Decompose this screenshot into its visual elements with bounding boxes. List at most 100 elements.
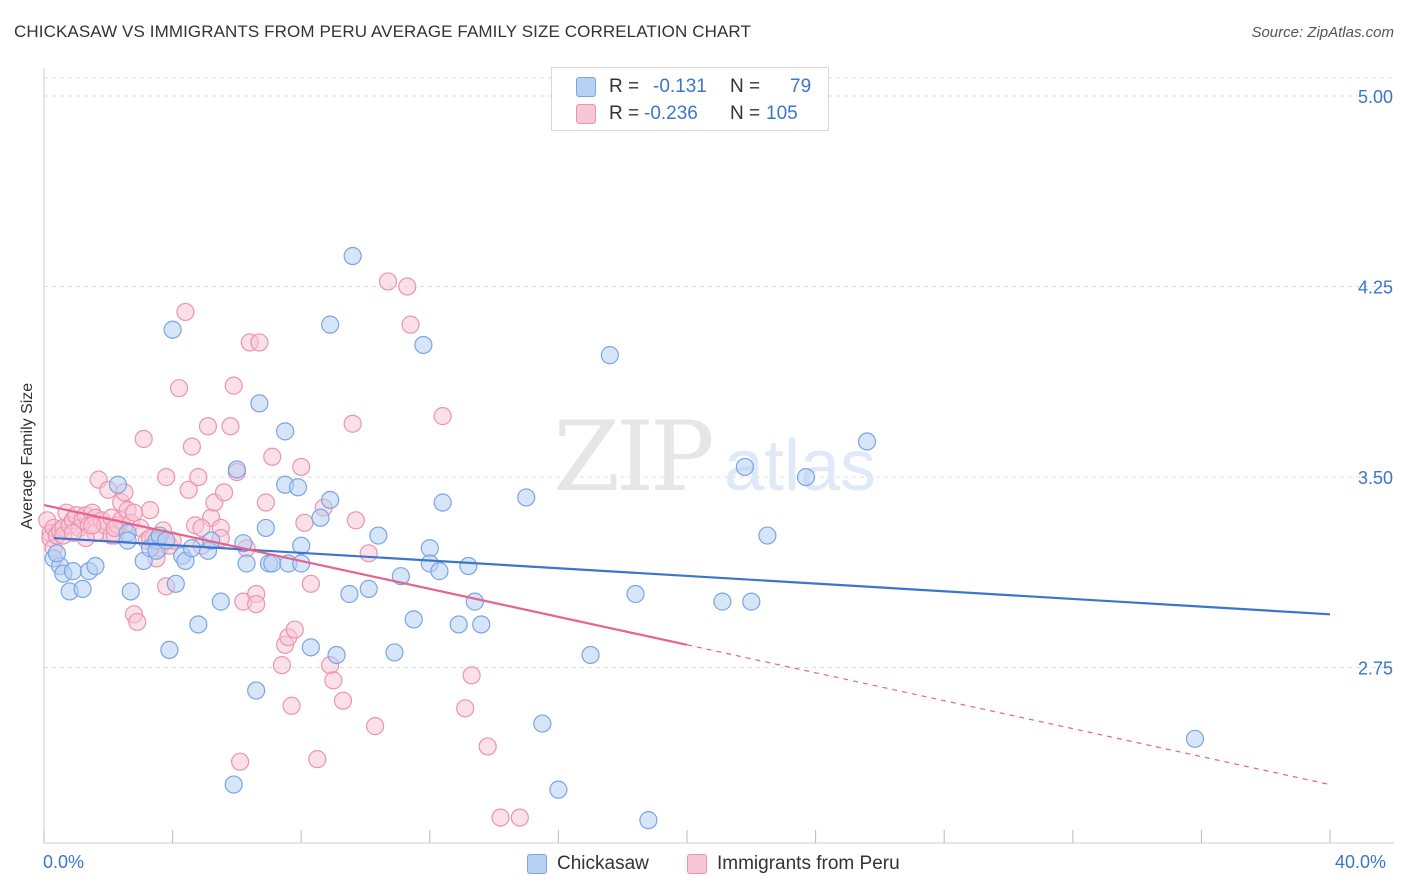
trend-line-peru — [43, 503, 688, 646]
point-peru — [401, 315, 420, 334]
point-chickasaw — [796, 467, 816, 487]
point-chickasaw — [857, 432, 877, 451]
bottom-legend-swatch-blue — [527, 854, 547, 874]
bottom-legend-peru: Immigrants from Peru — [687, 852, 900, 876]
point-peru — [250, 333, 269, 352]
point-peru — [224, 376, 243, 395]
chart-title: CHICKASAW VS IMMIGRANTS FROM PERU AVERAG… — [14, 22, 751, 41]
point-peru — [179, 480, 198, 499]
point-peru — [124, 503, 144, 522]
point-peru — [192, 518, 211, 538]
y-tick-label: 2.75 — [1358, 659, 1393, 679]
y-tick-labels: 2.75 3.50 4.25 5.00 — [1358, 87, 1393, 679]
point-peru — [263, 447, 282, 466]
point-chickasaw — [758, 526, 777, 545]
point-chickasaw — [224, 775, 243, 794]
point-chickasaw — [459, 556, 478, 576]
legend-r-value-blue: -0.131 — [653, 76, 707, 97]
point-peru — [247, 595, 266, 614]
point-chickasaw — [247, 681, 266, 700]
point-chickasaw — [581, 645, 600, 665]
point-chickasaw — [343, 246, 362, 266]
point-chickasaw — [263, 554, 282, 573]
point-peru — [176, 302, 195, 322]
point-peru — [189, 467, 208, 487]
point-chickasaw — [288, 478, 308, 497]
point-peru — [157, 467, 176, 487]
legend-r-label: R = — [609, 76, 640, 97]
point-chickasaw — [86, 556, 105, 576]
point-chickasaw — [250, 394, 269, 413]
point-peru — [140, 501, 160, 520]
point-chickasaw — [256, 518, 275, 538]
point-peru — [272, 656, 292, 675]
watermark: ZIP atlas — [553, 401, 876, 513]
point-peru — [295, 513, 314, 532]
point-chickasaw — [118, 531, 137, 550]
point-chickasaw — [182, 539, 201, 558]
point-chickasaw — [276, 422, 295, 441]
point-peru — [433, 407, 452, 426]
watermark-zip: ZIP — [553, 401, 712, 513]
point-chickasaw — [163, 320, 182, 339]
point-peru — [378, 272, 398, 291]
point-peru — [169, 379, 189, 398]
point-chickasaw — [465, 592, 484, 611]
point-chickasaw — [63, 562, 83, 581]
point-chickasaw — [157, 531, 176, 550]
bottom-legend-label-pink: Immigrants from Peru — [717, 853, 900, 874]
point-peru — [343, 414, 362, 433]
point-peru — [478, 737, 497, 756]
point-chickasaw — [385, 643, 404, 662]
point-peru — [134, 429, 153, 449]
bottom-legend-chickasaw: Chickasaw — [527, 852, 649, 876]
point-chickasaw — [1185, 729, 1205, 748]
point-peru — [256, 493, 275, 512]
trend-lines — [43, 503, 1331, 786]
point-chickasaw — [391, 567, 410, 586]
point-chickasaw — [359, 579, 378, 599]
correlation-legend: R = -0.131 N = 79 R = -0.236 N = 105 — [551, 67, 829, 131]
point-chickasaw — [108, 475, 128, 494]
point-peru — [324, 671, 343, 690]
point-peru — [214, 483, 234, 502]
point-peru — [366, 717, 385, 736]
trend-line-chickasaw — [53, 536, 1331, 616]
point-peru — [128, 612, 147, 632]
y-tick-label: 4.25 — [1358, 278, 1393, 298]
legend-row-chickasaw: R = -0.131 N = 79 — [552, 74, 828, 100]
point-chickasaw — [472, 615, 491, 634]
y-axis-label: Average Family Size — [19, 382, 36, 530]
point-peru — [83, 516, 102, 535]
point-chickasaw — [433, 493, 452, 512]
point-peru — [221, 417, 240, 436]
legend-n-value-pink: 105 — [766, 103, 798, 124]
point-peru — [182, 437, 201, 456]
point-peru — [491, 808, 510, 827]
point-chickasaw — [321, 315, 340, 334]
point-chickasaw — [533, 714, 552, 733]
y-tick-label: 3.50 — [1358, 468, 1393, 488]
point-chickasaw — [227, 460, 246, 479]
point-chickasaw — [301, 638, 320, 657]
legend-n-label: N = — [730, 76, 761, 97]
point-chickasaw — [549, 780, 568, 799]
point-chickasaw — [449, 615, 468, 634]
point-chickasaw — [626, 584, 645, 604]
point-peru — [282, 696, 301, 715]
point-chickasaw — [160, 640, 179, 659]
point-chickasaw — [211, 592, 230, 611]
source-label: Source: ZipAtlas.com — [1251, 24, 1394, 41]
legend-row-peru: R = -0.236 N = 105 — [552, 101, 828, 127]
legend-swatch-blue — [576, 77, 596, 97]
point-chickasaw — [369, 526, 388, 545]
point-peru — [398, 277, 417, 296]
point-chickasaw — [713, 592, 732, 611]
point-peru — [308, 750, 327, 769]
legend-r-label: R = — [609, 103, 640, 124]
point-peru — [198, 417, 218, 436]
legend-r-value-pink: -0.236 — [644, 103, 698, 124]
pink-points — [38, 272, 529, 827]
point-chickasaw — [292, 554, 311, 573]
point-peru — [510, 808, 529, 827]
